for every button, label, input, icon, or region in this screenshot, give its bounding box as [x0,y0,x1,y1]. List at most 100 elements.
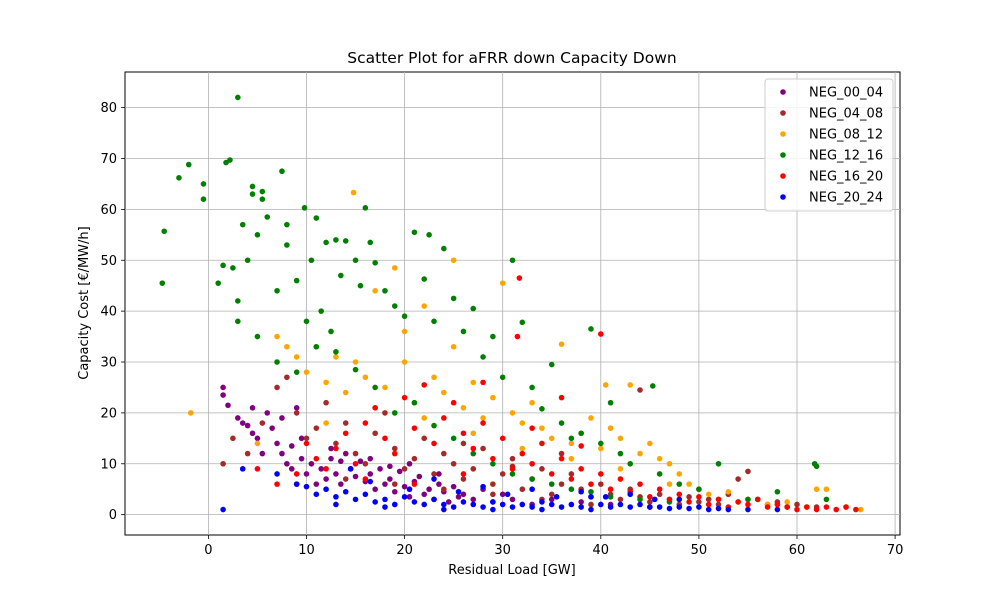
data-point [382,435,388,442]
data-point [387,463,393,470]
data-point [411,425,418,431]
data-point [293,405,300,411]
data-point [391,481,398,487]
x-axis-title: Residual Load [GW] [448,563,575,578]
data-point [235,298,241,304]
data-point [480,483,486,490]
data-point [519,501,526,508]
data-point [372,486,378,493]
data-point [519,319,526,326]
data-point [548,481,555,487]
x-tick-label: 30 [494,543,511,558]
data-point [539,406,545,412]
data-point [323,476,329,482]
data-point [450,399,457,406]
data-point [588,506,594,513]
data-point [313,481,320,487]
data-point [647,494,653,500]
y-tick-label: 30 [100,356,117,371]
data-point [460,491,467,498]
data-point [558,455,565,462]
data-point [254,466,261,472]
data-point [823,496,830,503]
data-point [411,481,418,487]
data-point [416,473,423,480]
data-point [279,415,285,421]
data-point [480,445,486,452]
data-point [676,491,683,498]
data-point [460,405,467,411]
x-tick-label: 20 [396,543,413,558]
series-neg-04-08 [220,374,820,510]
data-point [382,481,388,487]
data-point [715,505,722,512]
data-point [411,399,418,406]
data-point [470,466,477,472]
data-point [705,491,712,498]
data-point [367,478,374,485]
data-point [239,466,246,472]
data-point [568,440,575,447]
data-point [225,402,231,409]
data-point [303,318,310,325]
series-neg-20-24 [220,466,781,513]
legend-label: NEG_20_24 [809,191,883,206]
data-point [558,450,565,457]
data-point [293,481,300,487]
data-point [382,410,388,416]
data-point [499,491,506,498]
data-point [519,450,526,457]
data-point [357,458,364,465]
data-point [391,488,398,495]
data-point [607,486,614,493]
data-point [401,394,408,401]
data-point [220,392,226,398]
data-point [328,445,334,452]
series-neg-00-04 [220,384,653,510]
data-point [745,468,751,475]
data-point [333,501,339,508]
data-point [548,491,555,498]
data-point [656,491,663,498]
data-point [279,450,285,457]
data-point [342,238,349,244]
data-point [637,450,643,457]
data-point [553,494,560,500]
data-point [303,440,310,447]
data-point [666,505,673,512]
data-point [490,455,496,462]
data-point [391,501,398,508]
data-point [323,399,329,406]
data-point [352,496,359,503]
data-point [215,280,221,286]
data-point [597,501,604,508]
data-point [450,257,457,264]
data-point [509,504,516,510]
data-point [784,499,790,505]
data-point [480,415,486,421]
data-point [406,460,413,467]
data-point [362,460,369,467]
data-point [470,430,477,437]
data-point [529,425,535,431]
legend-label: NEG_00_04 [809,86,883,101]
data-point [480,504,486,510]
data-point [490,499,496,505]
data-point [696,494,702,500]
data-point [813,506,820,513]
data-point [578,499,584,505]
data-point [745,496,751,503]
data-point [441,486,447,493]
data-point [499,435,506,442]
data-point [715,460,722,467]
data-point [367,455,374,462]
data-point [539,440,545,447]
data-point [279,168,285,175]
data-point [230,435,236,442]
data-point [480,420,486,426]
data-point [274,333,280,340]
data-point [406,494,413,500]
data-point [617,476,624,482]
data-point [794,501,800,508]
data-point [323,466,329,472]
